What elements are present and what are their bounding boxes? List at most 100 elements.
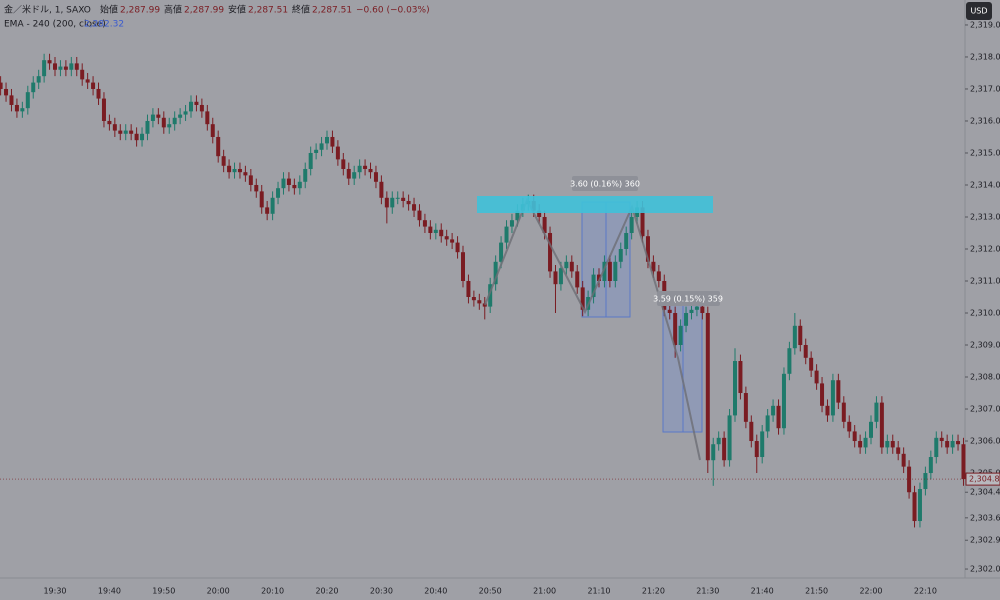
candle-body	[825, 405, 830, 416]
y-tick-label: 2,302.00	[970, 565, 1000, 574]
ohlc-value: 2,287.99	[120, 6, 160, 16]
candle-body	[91, 82, 96, 89]
ohlc-label: 終値	[292, 4, 310, 16]
candle-body	[874, 402, 879, 422]
legend-header: 金／米ドル, 1, SAXO 始値 2,287.99 高値 2,287.99 安…	[4, 4, 430, 30]
candle-body	[319, 143, 324, 150]
candle-body	[439, 229, 444, 237]
candle-body	[134, 133, 139, 141]
candle-body	[792, 325, 797, 349]
candle-body	[221, 156, 226, 166]
candle-body	[194, 101, 199, 105]
candle-body	[53, 63, 57, 70]
candle-body	[335, 146, 340, 160]
candle-body	[830, 380, 835, 416]
candle-body	[341, 159, 346, 169]
candle-body	[357, 165, 362, 173]
currency[interactable]: USD	[970, 7, 987, 16]
candle-body	[346, 168, 351, 179]
last-price-tag	[965, 472, 1000, 486]
candle-body	[711, 444, 716, 461]
currency-button[interactable]	[966, 2, 992, 20]
candle-body	[885, 441, 890, 448]
candle-body	[477, 300, 482, 304]
ohlc-value: 2,287.51	[312, 6, 352, 16]
candle-body	[923, 473, 928, 490]
candle-body	[74, 63, 79, 70]
y-tick-label: 2,317.00	[970, 84, 1000, 93]
candle-body	[265, 207, 270, 214]
candle-body	[395, 197, 400, 199]
candle-body	[847, 421, 852, 432]
x-tick-label: 21:50	[805, 587, 828, 596]
y-tick-label: 2,309.00	[970, 341, 1000, 350]
candle-body	[199, 104, 204, 112]
candle-body	[140, 133, 145, 141]
candle-body	[189, 101, 193, 112]
candle-body	[129, 130, 134, 134]
candle-body	[297, 181, 302, 189]
candle-body	[232, 168, 237, 173]
measure-label-bg	[572, 176, 638, 191]
candle-body	[0, 82, 3, 89]
candle-body	[330, 136, 335, 147]
candle-body	[444, 236, 449, 240]
candle-body	[25, 92, 30, 109]
candle-body	[656, 271, 661, 281]
candle-body	[31, 82, 36, 93]
candle-body	[803, 345, 808, 358]
x-tick-label: 21:30	[696, 587, 719, 596]
candle-body	[281, 178, 286, 189]
candle-body	[368, 168, 373, 173]
candle-body	[493, 261, 498, 285]
candle-body	[961, 444, 966, 480]
candle-body	[433, 229, 438, 233]
y-tick-label: 2,313.00	[970, 212, 1000, 221]
candle-body	[482, 303, 487, 307]
candle-body	[645, 236, 650, 262]
candle-body	[917, 489, 922, 522]
candles	[0, 53, 966, 528]
ohlc-label: 始値	[100, 4, 118, 16]
x-tick-label: 19:40	[98, 587, 121, 596]
candle-body	[210, 124, 215, 137]
candle-body	[314, 149, 319, 153]
candle-body	[591, 274, 596, 298]
candle-body	[384, 197, 389, 208]
y-tick-label: 2,302.90	[970, 536, 1000, 545]
y-tick-label: 2,310.00	[970, 309, 1000, 318]
candle-body	[216, 136, 221, 157]
indicator-value: 2,282.32	[84, 20, 124, 30]
candle-body	[705, 313, 710, 461]
x-tick-label: 20:50	[479, 587, 502, 596]
highlight-zone	[477, 196, 713, 213]
candle-body	[613, 261, 618, 281]
candle-body	[259, 191, 264, 208]
candle-body	[107, 120, 112, 125]
candle-body	[466, 280, 471, 298]
candle-body	[461, 252, 465, 281]
candle-body	[820, 383, 825, 406]
candle-body	[743, 393, 748, 422]
candle-body	[553, 271, 558, 285]
candle-body	[276, 188, 281, 198]
candle-body	[243, 172, 248, 176]
candle-body	[80, 69, 85, 80]
candle-body	[303, 168, 308, 182]
candle-body	[896, 447, 901, 454]
candle-body	[227, 165, 232, 173]
y-tick-label: 2,307.00	[970, 405, 1000, 414]
candle-body	[237, 168, 242, 173]
ohlc-label: 安値	[228, 4, 246, 16]
candle-body	[841, 402, 846, 422]
y-tick-label: 2,315.00	[970, 148, 1000, 157]
candle-body	[558, 268, 563, 285]
y-tick-label: 2,312.00	[970, 244, 1000, 253]
candle-body	[292, 184, 297, 189]
candle-body	[488, 284, 493, 307]
candle-body	[167, 124, 172, 128]
candle-body	[629, 216, 634, 233]
candle-body	[101, 98, 106, 121]
x-tick-label: 22:00	[859, 587, 882, 596]
